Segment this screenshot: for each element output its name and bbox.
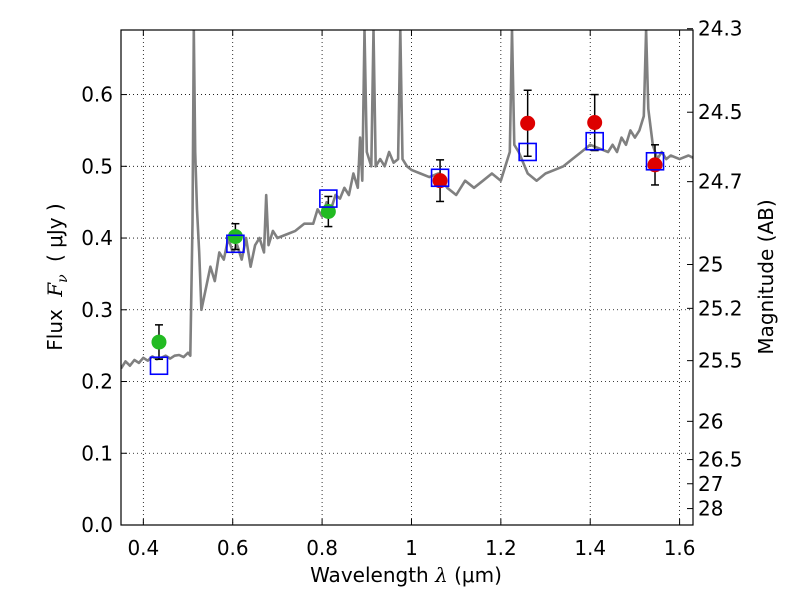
y-label-prefix: Flux — [43, 309, 67, 351]
right-tick-label: 24.5 — [698, 100, 743, 124]
x-axis-label: Wavelength λ (μm) — [310, 563, 502, 587]
y-tick-label: 0.5 — [81, 154, 113, 178]
right-tick-label: 27 — [698, 472, 723, 496]
x-label-symbol: λ — [434, 563, 448, 587]
right-tick-label: 26 — [698, 409, 723, 433]
marks — [149, 89, 665, 376]
right-tick-label: 26.5 — [698, 448, 743, 472]
x-tick-label: 0.8 — [306, 536, 338, 560]
plot-background — [121, 30, 693, 525]
optical-photometry-point — [151, 334, 167, 350]
right-tick-label: 25.5 — [698, 349, 743, 373]
y-axis-label: Flux Fν ( μJy ) — [43, 203, 72, 350]
y-label-symbol: F — [43, 282, 67, 298]
y-tick-label: 0.4 — [81, 226, 113, 250]
x-tick-label: 1.4 — [574, 536, 606, 560]
model-synthetic-photometry-point — [149, 356, 169, 376]
model-synthetic-photometry-point — [645, 151, 665, 171]
ticks: 0.4 0.6 0.8 1 1.2 1.4 1.6 0.0 0.1 0.2 0.3 0.4 0.5 0.6… — [81, 17, 742, 560]
x-tick-label: 1.2 — [485, 536, 517, 560]
x-tick-label: 0.6 — [217, 536, 249, 560]
plot-frame — [120, 29, 694, 526]
y-tick-label: 0.3 — [81, 298, 113, 322]
y-label-unit: ( μJy ) — [43, 203, 67, 262]
nir-photometry-point — [520, 115, 536, 131]
model-synthetic-photometry-point — [518, 142, 537, 162]
x-label-unit: (μm) — [454, 563, 502, 587]
optical-photometry-point — [227, 229, 243, 245]
model-synthetic-photometry-point — [430, 168, 450, 188]
nir-photometry-point — [432, 173, 448, 189]
x-tick-label: 0.4 — [127, 536, 159, 560]
right-tick-label: 25.2 — [698, 296, 743, 320]
model-synthetic-photometry-point — [226, 234, 245, 254]
y-tick-label: 0.2 — [81, 370, 113, 394]
y-label-subscript: ν — [55, 274, 71, 283]
model-synthetic-photometry-point — [585, 131, 604, 151]
y-tick-label: 0.1 — [81, 441, 113, 465]
model-synthetic-photometry-point — [319, 189, 338, 208]
right-tick-label: 24.3 — [698, 17, 743, 41]
right-tick-label: 25 — [698, 253, 723, 277]
x-tick-label: 1 — [405, 536, 418, 560]
nir-photometry-point — [647, 157, 663, 173]
y-tick-label: 0.0 — [81, 513, 113, 537]
y-tick-label: 0.6 — [81, 83, 113, 107]
y-right-axis-label: Magnitude (AB) — [754, 199, 778, 354]
right-tick-label: 28 — [698, 497, 723, 521]
x-tick-label: 1.6 — [664, 536, 696, 560]
nir-photometry-point — [587, 115, 603, 131]
optical-photometry-point — [320, 204, 336, 219]
x-label-prefix: Wavelength — [310, 563, 429, 587]
right-tick-label: 24.7 — [698, 170, 743, 194]
